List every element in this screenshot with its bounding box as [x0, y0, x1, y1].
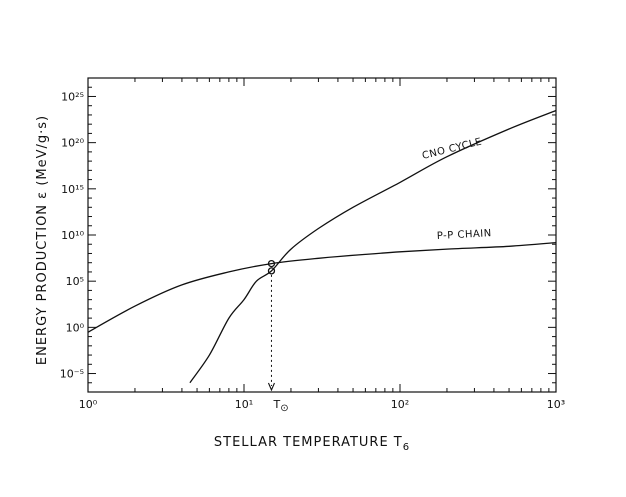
x-tick-label: 10⁰ — [79, 398, 98, 411]
series-lines — [87, 109, 557, 384]
x-tick-label: 10³ — [547, 398, 565, 411]
cno-cycle-label: CNO CYCLE — [421, 136, 483, 161]
data-markers — [267, 259, 276, 392]
y-tick-label: 10⁻⁵ — [60, 368, 84, 381]
y-tick-label: 10⁵ — [66, 275, 84, 288]
y-axis-title: ENERGY PRODUCTION ε (MeV/g·s) — [35, 115, 50, 365]
y-tick-label: 10²⁵ — [61, 90, 84, 103]
axis-ticks — [87, 77, 556, 393]
y-tick-label: 10¹⁵ — [61, 183, 84, 196]
intersection-marker — [267, 267, 276, 275]
x-axis-title: STELLAR TEMPERATURE T6 — [214, 435, 410, 453]
pp-chain-label: P-P CHAIN — [437, 228, 492, 242]
intersection-marker — [267, 259, 276, 268]
y-tick-label: 10⁰ — [66, 321, 85, 334]
y-tick-label: 10²⁰ — [61, 137, 84, 150]
y-tick-label: 10¹⁰ — [61, 229, 84, 242]
pp-chain-curve — [87, 241, 557, 333]
x-tick-label: 10² — [391, 398, 409, 411]
labels: 10⁰ 10¹ 10² 10³ 10⁻⁵ 10⁰ 10⁵ 10¹⁰ 10¹⁵ 10²⁰ 10²⁵ ST… — [35, 90, 565, 453]
sun-temperature-label: T⊙ — [272, 398, 288, 414]
arrow-down-icon — [267, 382, 275, 392]
x-tick-label: 10¹ — [235, 398, 253, 411]
cno-cycle-curve — [189, 109, 557, 384]
